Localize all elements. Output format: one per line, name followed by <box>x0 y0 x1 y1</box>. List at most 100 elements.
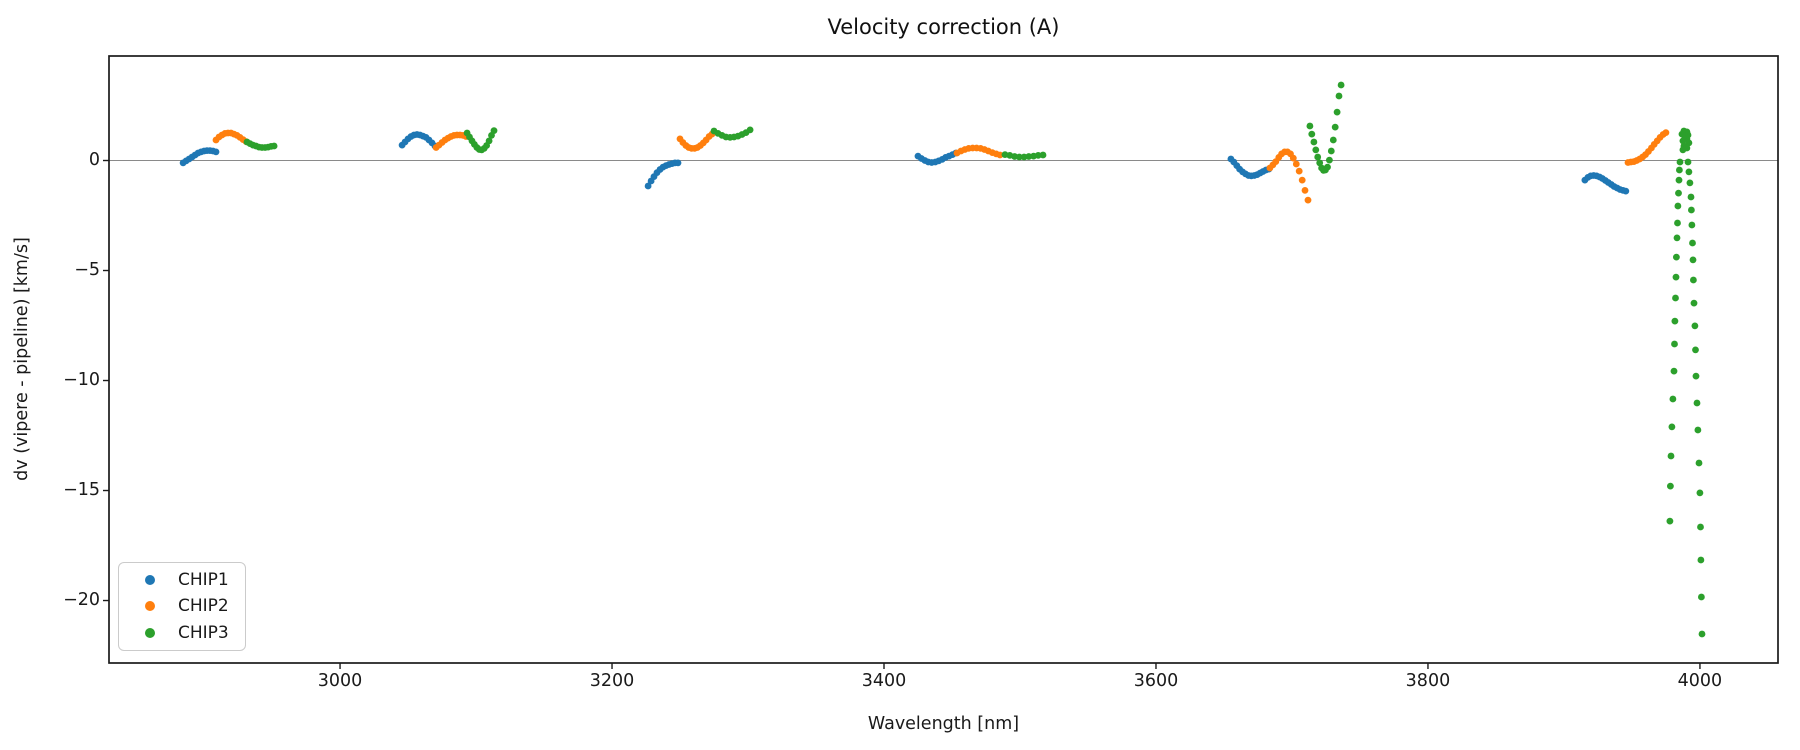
data-point <box>1687 193 1695 201</box>
data-point <box>1301 187 1309 194</box>
data-point <box>1671 317 1679 325</box>
data-point <box>1308 130 1316 138</box>
data-point <box>1698 630 1706 638</box>
plot-border <box>108 55 1779 664</box>
data-point <box>1327 147 1335 155</box>
data-point <box>1676 158 1684 166</box>
x-tick-label: 3800 <box>1405 671 1451 691</box>
data-point <box>1690 276 1697 284</box>
data-point <box>1671 340 1678 348</box>
legend-label: CHIP1 <box>178 570 229 591</box>
data-point <box>1312 146 1320 154</box>
data-point <box>1333 108 1341 116</box>
legend-label: CHIP3 <box>178 622 229 643</box>
x-tick-label: 4000 <box>1677 671 1723 691</box>
data-point <box>1692 346 1699 354</box>
legend: CHIP1 CHIP2 CHIP3 <box>118 562 246 651</box>
data-point <box>1674 219 1681 227</box>
data-point <box>1686 179 1694 187</box>
data-point <box>1688 221 1696 229</box>
data-point <box>1685 139 1693 147</box>
data-point <box>1694 426 1702 434</box>
x-tick-label: 3600 <box>1133 671 1179 691</box>
data-point <box>1668 423 1676 431</box>
data-point <box>1670 367 1678 375</box>
x-tick-label: 3400 <box>861 671 907 691</box>
y-tick-label: −20 <box>63 589 100 610</box>
data-point <box>1667 452 1675 460</box>
data-point <box>1298 176 1306 184</box>
data-point <box>1689 256 1697 264</box>
x-tick-label: 3000 <box>317 671 363 691</box>
data-point <box>1673 234 1681 242</box>
data-point <box>1679 146 1687 154</box>
data-point <box>1685 168 1693 176</box>
chart-title: Velocity correction (A) <box>827 15 1060 39</box>
data-point <box>1693 399 1701 407</box>
data-point <box>1667 482 1674 490</box>
data-point <box>1691 322 1699 330</box>
data-point <box>485 137 493 145</box>
data-point <box>1666 517 1674 525</box>
chip3-marker-icon <box>145 627 155 638</box>
legend-item-chip1: CHIP1 <box>119 570 245 590</box>
data-point <box>1675 176 1683 184</box>
data-point <box>1674 202 1682 210</box>
data-point <box>1337 81 1345 89</box>
data-point <box>1673 253 1680 261</box>
data-point <box>1662 129 1670 137</box>
data-point <box>996 151 1004 159</box>
data-point <box>1695 459 1703 467</box>
legend-label: CHIP2 <box>178 596 229 617</box>
data-point <box>212 148 220 156</box>
chip2-marker-icon <box>145 601 155 612</box>
data-point <box>1314 153 1322 161</box>
data-point <box>1039 151 1047 159</box>
data-point <box>1675 189 1682 197</box>
y-tick-label: −15 <box>63 479 100 500</box>
data-point <box>1015 153 1023 161</box>
data-point <box>1676 166 1683 174</box>
data-point <box>1304 196 1312 204</box>
data-point <box>1698 593 1705 601</box>
data-point <box>1672 294 1679 302</box>
data-point <box>1688 206 1695 214</box>
y-tick-label: 0 <box>88 149 100 170</box>
series-CHIP1 <box>179 131 1630 195</box>
data-point <box>1310 138 1318 146</box>
series-CHIP3 <box>243 81 1706 638</box>
data-point <box>1696 489 1704 497</box>
data-point <box>1329 136 1337 144</box>
legend-item-chip2: CHIP2 <box>119 596 245 616</box>
x-axis-label: Wavelength [nm] <box>867 714 1020 734</box>
data-point <box>1295 167 1303 175</box>
y-tick-label: −5 <box>74 259 100 280</box>
x-tick-label: 3200 <box>589 671 635 691</box>
data-point <box>1690 299 1698 307</box>
chip1-marker-icon <box>145 575 155 586</box>
data-point <box>674 159 682 167</box>
data-point <box>270 142 278 150</box>
data-point <box>490 127 498 134</box>
data-point <box>1684 158 1692 166</box>
data-point <box>1672 273 1680 281</box>
data-point <box>1669 395 1677 403</box>
y-tick-label: −10 <box>63 369 100 390</box>
data-point <box>1306 122 1314 130</box>
data-point <box>1316 159 1324 167</box>
legend-item-chip3: CHIP3 <box>119 623 245 643</box>
data-point <box>1697 523 1704 531</box>
data-point <box>1689 239 1696 247</box>
data-point <box>1679 137 1687 145</box>
data-point <box>1292 160 1300 168</box>
data-point <box>1622 187 1630 195</box>
data-point <box>1289 154 1297 162</box>
data-point <box>1331 123 1339 131</box>
data-point <box>1692 372 1700 380</box>
data-point <box>644 182 652 190</box>
data-point <box>1335 92 1343 100</box>
data-point <box>746 126 754 134</box>
data-point <box>1326 156 1333 164</box>
